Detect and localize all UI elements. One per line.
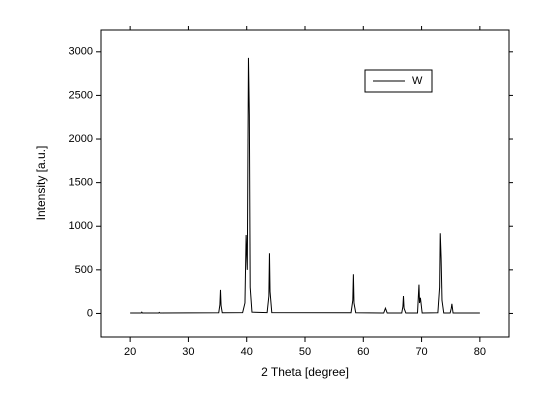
y-tick-label: 2000	[69, 133, 93, 145]
x-tick-label: 20	[124, 346, 136, 358]
plot-frame	[100, 29, 510, 338]
y-tick-label: 2500	[69, 89, 93, 101]
x-tick-label: 80	[474, 346, 486, 358]
y-tick-label: 1000	[69, 220, 93, 232]
x-tick-label: 70	[415, 346, 427, 358]
x-axis-title: 2 Theta [degree]	[261, 365, 349, 379]
x-tick-label: 30	[182, 346, 194, 358]
legend: W	[364, 69, 433, 93]
y-tick-label: 3000	[69, 46, 93, 58]
y-axis-title: Intensity [a.u.]	[34, 146, 48, 221]
data-line	[130, 57, 480, 314]
y-tick-label: 1500	[69, 177, 93, 189]
legend-label: W	[412, 75, 423, 87]
x-tick-label: 60	[357, 346, 369, 358]
y-tick-label: 500	[75, 264, 93, 276]
y-tick-label: 0	[87, 307, 93, 319]
x-tick-label: 50	[299, 346, 311, 358]
x-tick-label: 40	[241, 346, 253, 358]
